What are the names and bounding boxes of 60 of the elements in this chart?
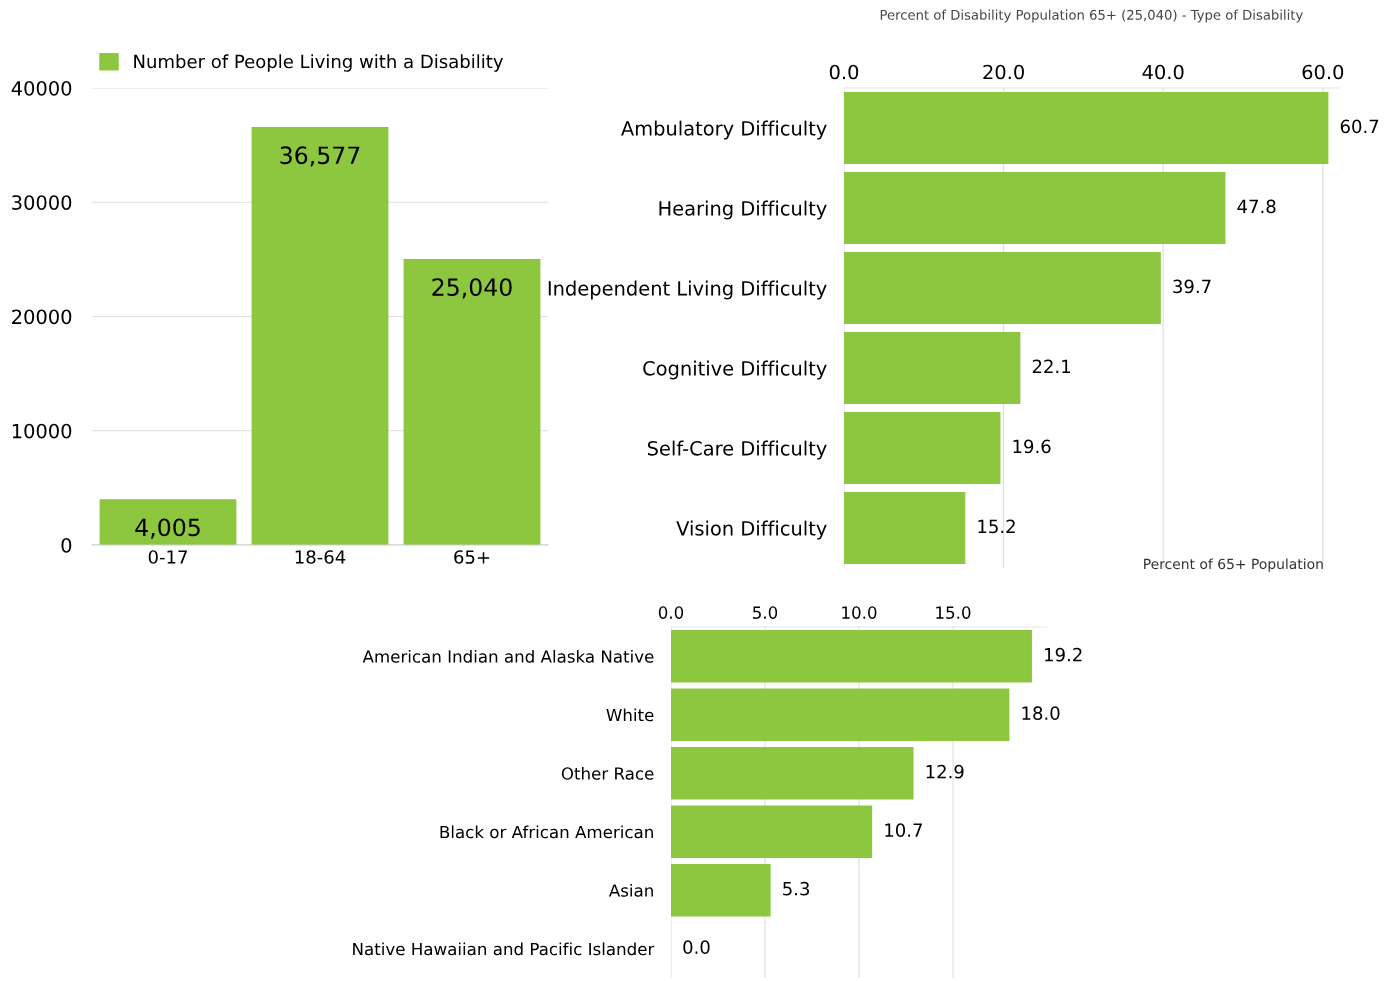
y-tick-label: 0 xyxy=(61,537,72,553)
x-tick-label: 65+ xyxy=(454,550,490,564)
x-tick-label: 40.0 xyxy=(1142,64,1184,80)
x-axis-title: Percent of 65+ Population xyxy=(1144,558,1323,572)
bar xyxy=(844,92,1329,164)
data-label: 0.0 xyxy=(683,940,710,954)
y-tick-label: Cognitive Difficulty xyxy=(643,360,827,380)
y-tick-label: White xyxy=(606,708,654,722)
y-tick-label: Hearing Difficulty xyxy=(659,200,827,220)
x-tick-label: 0.0 xyxy=(829,64,859,80)
y-tick-label: 10000 xyxy=(12,423,72,439)
bar xyxy=(844,252,1161,324)
data-label: 47.8 xyxy=(1237,199,1276,214)
bar xyxy=(844,492,966,564)
data-label: 10.7 xyxy=(885,823,922,837)
y-tick-label: Self-Care Difficulty xyxy=(647,440,827,460)
x-tick-label: 18-64 xyxy=(295,550,346,564)
bar xyxy=(844,332,1021,404)
data-label: 60.7 xyxy=(1340,119,1379,134)
data-label: 15.2 xyxy=(978,519,1015,534)
bar xyxy=(671,805,873,859)
x-tick-label: 5.0 xyxy=(753,606,778,619)
y-tick-label: 30000 xyxy=(12,195,72,210)
x-tick-label: 15.0 xyxy=(936,606,971,619)
data-label: 25,040 xyxy=(432,278,512,299)
data-label: 22.1 xyxy=(1032,359,1070,373)
y-tick-label: 40000 xyxy=(11,80,72,96)
bar xyxy=(671,629,1032,683)
y-tick-label: Other Race xyxy=(561,766,654,780)
x-tick-label: 60.0 xyxy=(1302,64,1344,80)
y-tick-label: Native Hawaiian and Pacific Islander xyxy=(353,942,655,956)
y-tick-label: Asian xyxy=(608,883,653,897)
data-label: 36,577 xyxy=(280,146,360,167)
data-label: 4,005 xyxy=(135,518,200,539)
bar xyxy=(671,746,914,800)
data-label: 5.3 xyxy=(783,881,810,896)
bar xyxy=(844,172,1226,244)
y-tick-label: Black or African American xyxy=(440,825,653,839)
y-tick-label: Vision Difficulty xyxy=(676,520,827,540)
y-tick-label: American Indian and Alaska Native xyxy=(362,649,654,663)
x-tick-label: 0.0 xyxy=(658,606,684,619)
bar xyxy=(671,863,771,917)
x-tick-label: 0-17 xyxy=(148,550,187,564)
x-tick-label: 10.0 xyxy=(842,606,877,619)
bar xyxy=(844,412,1001,484)
chart-title: Percent of Disability Population 65+ (25,040) - Type of Disability xyxy=(880,9,1303,23)
data-label: 39.7 xyxy=(1173,279,1211,294)
legend-label: Number of People Living with a Disability xyxy=(134,54,503,72)
bar xyxy=(99,499,237,545)
bar xyxy=(403,258,541,545)
y-tick-label: 20000 xyxy=(12,309,72,325)
data-label: 12.9 xyxy=(926,764,964,779)
y-tick-label: Ambulatory Difficulty xyxy=(621,120,827,140)
data-label: 19.2 xyxy=(1045,647,1082,662)
bar xyxy=(251,127,389,545)
data-label: 19.6 xyxy=(1013,439,1051,454)
bar xyxy=(671,688,1010,742)
data-label: 18.0 xyxy=(1022,706,1060,720)
y-tick-label: Independent Living Difficulty xyxy=(548,280,827,300)
x-tick-label: 20.0 xyxy=(983,64,1024,80)
